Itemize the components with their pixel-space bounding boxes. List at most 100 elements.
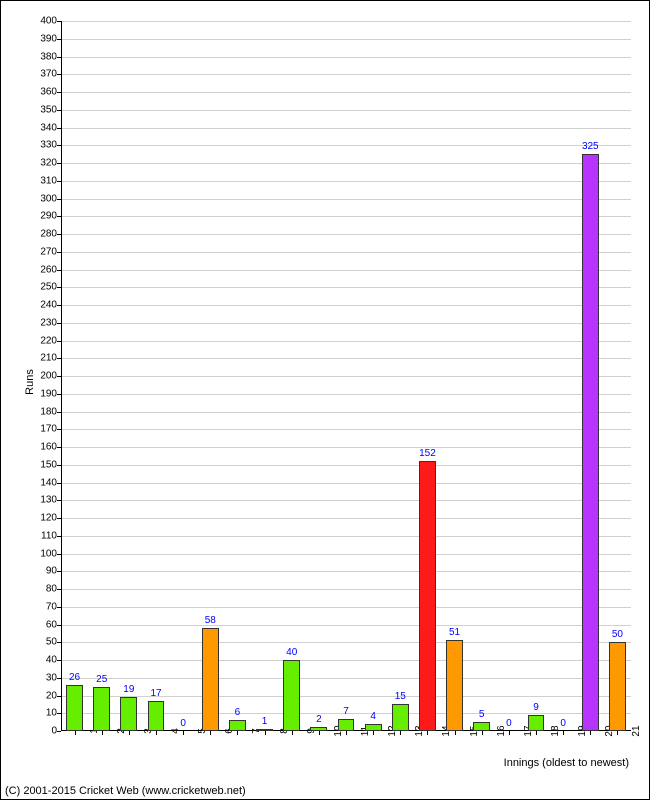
gridline — [61, 74, 631, 75]
bar-value-label: 26 — [69, 672, 80, 683]
x-tick-label: 16 — [482, 725, 507, 736]
y-tick-label: 300 — [40, 193, 61, 204]
bar — [609, 642, 626, 731]
y-tick-label: 50 — [46, 637, 61, 648]
gridline — [61, 536, 631, 537]
y-tick-label: 260 — [40, 264, 61, 275]
plot-area: 0102030405060708090100110120130140150160… — [61, 21, 631, 731]
y-tick-label: 240 — [40, 300, 61, 311]
bar-value-label: 7 — [343, 706, 349, 717]
bar — [582, 154, 599, 731]
y-tick-label: 250 — [40, 282, 61, 293]
bar-value-label: 19 — [123, 684, 134, 695]
y-tick-label: 200 — [40, 371, 61, 382]
y-tick-label: 230 — [40, 317, 61, 328]
gridline — [61, 500, 631, 501]
gridline — [61, 145, 631, 146]
bar-value-label: 40 — [286, 647, 297, 658]
gridline — [61, 199, 631, 200]
bar-value-label: 50 — [612, 629, 623, 640]
gridline — [61, 483, 631, 484]
gridline — [61, 305, 631, 306]
bar-value-label: 9 — [533, 702, 539, 713]
gridline — [61, 57, 631, 58]
y-tick-label: 290 — [40, 211, 61, 222]
gridline — [61, 376, 631, 377]
y-tick-label: 210 — [40, 353, 61, 364]
gridline — [61, 181, 631, 182]
bar — [93, 687, 110, 731]
gridline — [61, 696, 631, 697]
gridline — [61, 412, 631, 413]
bar-value-label: 51 — [449, 627, 460, 638]
y-tick-label: 220 — [40, 335, 61, 346]
gridline — [61, 252, 631, 253]
y-tick-label: 150 — [40, 459, 61, 470]
y-tick-label: 90 — [46, 566, 61, 577]
y-tick-label: 130 — [40, 495, 61, 506]
y-tick-label: 10 — [46, 708, 61, 719]
gridline — [61, 465, 631, 466]
gridline — [61, 92, 631, 93]
gridline — [61, 447, 631, 448]
y-axis-line — [61, 21, 62, 731]
gridline — [61, 678, 631, 679]
y-tick-label: 360 — [40, 87, 61, 98]
y-tick-label: 160 — [40, 442, 61, 453]
gridline — [61, 394, 631, 395]
gridline — [61, 128, 631, 129]
gridline — [61, 554, 631, 555]
y-tick-label: 330 — [40, 140, 61, 151]
y-tick-label: 400 — [40, 16, 61, 27]
y-tick-label: 370 — [40, 69, 61, 80]
gridline — [61, 287, 631, 288]
gridline — [61, 589, 631, 590]
y-tick-label: 310 — [40, 175, 61, 186]
bar-value-label: 25 — [96, 674, 107, 685]
gridline — [61, 429, 631, 430]
gridline — [61, 607, 631, 608]
x-tick-label: 21 — [617, 725, 642, 736]
bar — [202, 628, 219, 731]
gridline — [61, 110, 631, 111]
x-tick-label: 4 — [156, 728, 181, 734]
bar-value-label: 58 — [205, 615, 216, 626]
bar — [66, 685, 83, 731]
y-tick-label: 380 — [40, 51, 61, 62]
y-tick-label: 280 — [40, 229, 61, 240]
bar-value-label: 17 — [150, 688, 161, 699]
y-tick-label: 320 — [40, 158, 61, 169]
y-tick-label: 180 — [40, 406, 61, 417]
y-tick-label: 0 — [51, 726, 61, 737]
y-tick-label: 30 — [46, 672, 61, 683]
bar-value-label: 1 — [262, 716, 268, 727]
y-axis-title: Runs — [24, 369, 36, 395]
gridline — [61, 571, 631, 572]
gridline — [61, 163, 631, 164]
bar — [419, 461, 436, 731]
y-tick-label: 270 — [40, 246, 61, 257]
bar — [283, 660, 300, 731]
bar-value-label: 152 — [419, 448, 436, 459]
bar-value-label: 15 — [395, 691, 406, 702]
gridline — [61, 642, 631, 643]
gridline — [61, 21, 631, 22]
bar-value-label: 4 — [370, 711, 376, 722]
gridline — [61, 518, 631, 519]
bar-value-label: 2 — [316, 714, 322, 725]
gridline — [61, 625, 631, 626]
y-tick-label: 390 — [40, 33, 61, 44]
gridline — [61, 216, 631, 217]
y-tick-label: 350 — [40, 104, 61, 115]
bar — [120, 697, 137, 731]
x-axis-title: Innings (oldest to newest) — [504, 757, 629, 769]
bar — [148, 701, 165, 731]
gridline — [61, 323, 631, 324]
chart-container: 0102030405060708090100110120130140150160… — [0, 0, 650, 800]
bar-value-label: 6 — [235, 707, 241, 718]
y-tick-label: 140 — [40, 477, 61, 488]
y-tick-label: 100 — [40, 548, 61, 559]
y-tick-label: 190 — [40, 388, 61, 399]
y-tick-label: 110 — [41, 530, 61, 541]
bar-value-label: 325 — [582, 141, 599, 152]
